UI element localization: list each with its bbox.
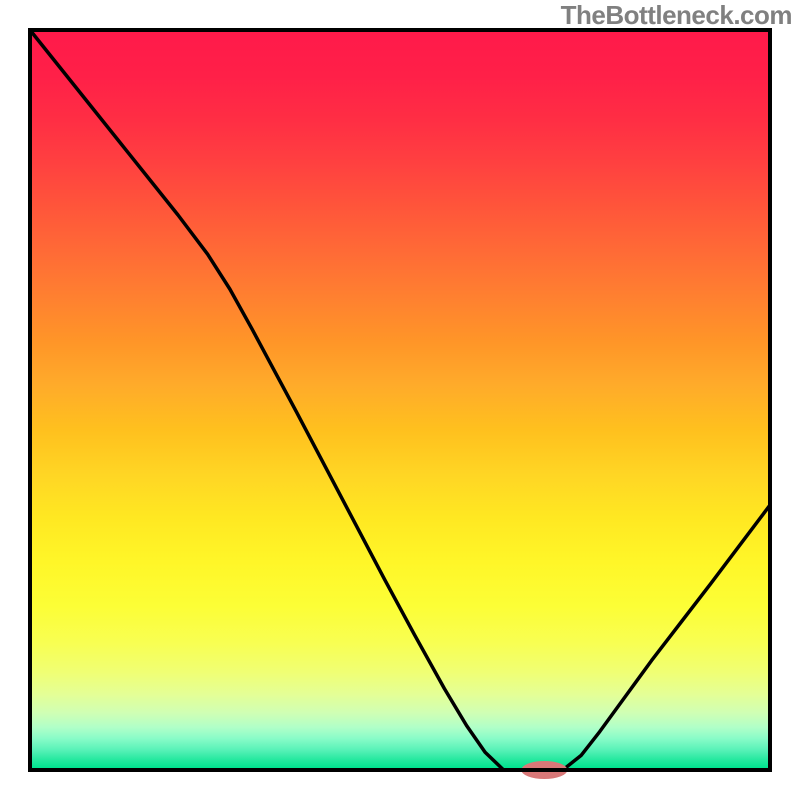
gradient-background xyxy=(32,32,768,768)
bottleneck-chart xyxy=(0,0,800,800)
watermark-text: TheBottleneck.com xyxy=(561,0,792,31)
chart-container: TheBottleneck.com xyxy=(0,0,800,800)
